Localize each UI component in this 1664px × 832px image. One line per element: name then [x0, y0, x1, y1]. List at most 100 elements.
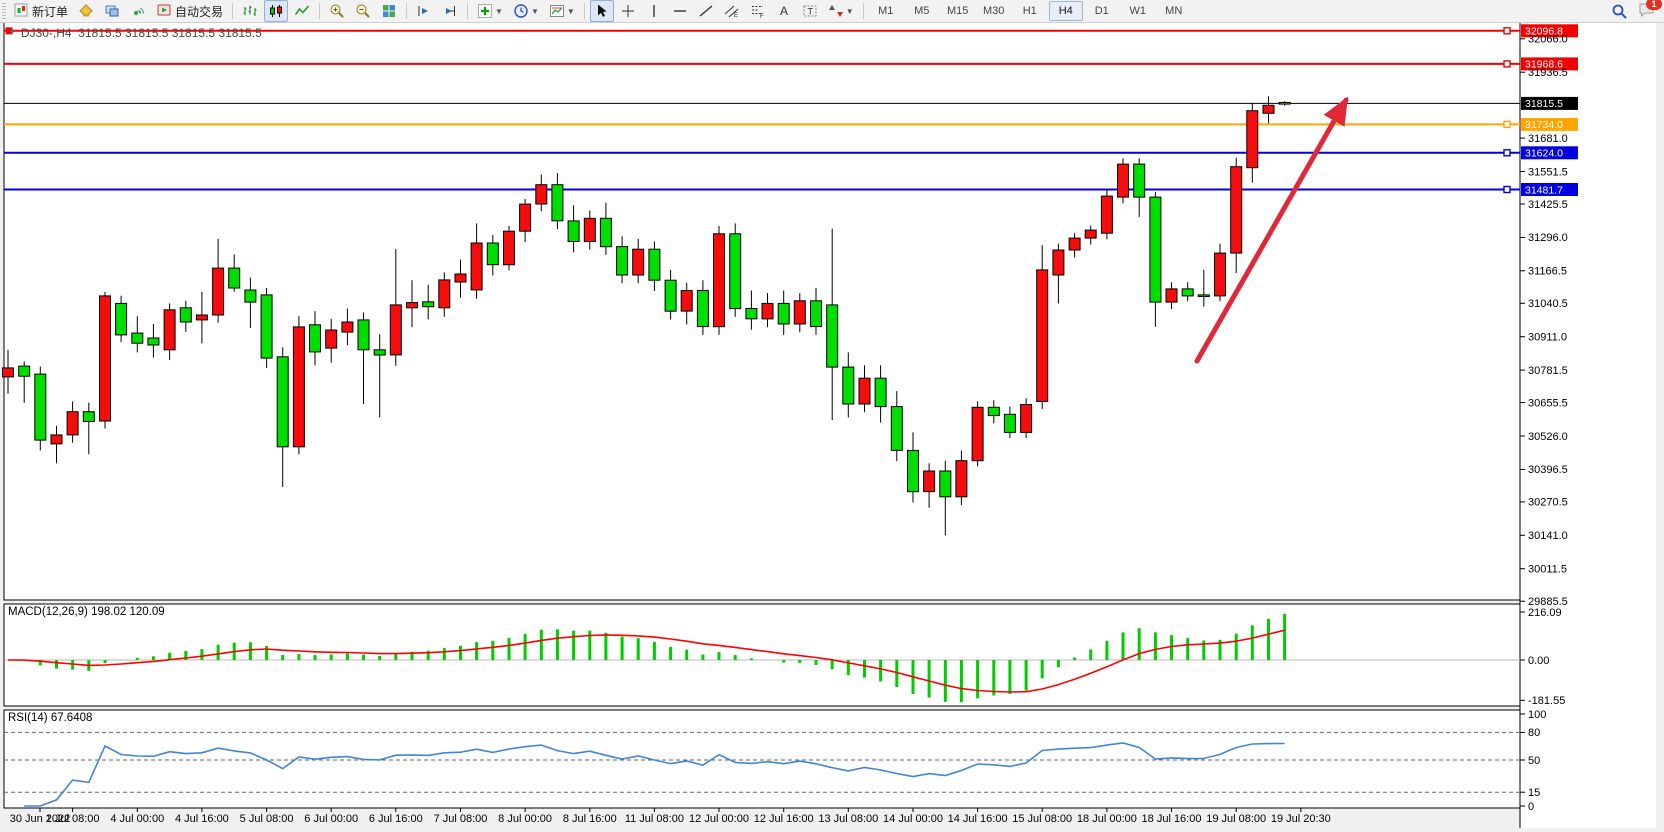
timeframe-button-m1[interactable]: M1	[878, 5, 894, 17]
timeframe-button-d1[interactable]: D1	[1094, 5, 1109, 17]
fibonacci-tool-button[interactable]: F	[746, 0, 770, 22]
toolbar-grip	[2, 3, 6, 19]
horizontal-line-tool-button[interactable]	[668, 0, 692, 22]
candle-up	[66, 411, 79, 436]
annotation-arrow[interactable]	[1194, 96, 1349, 364]
candle-down	[276, 356, 289, 448]
autotrading-button[interactable]: 自动交易	[152, 0, 227, 22]
templates-button[interactable]: ▼	[545, 0, 579, 22]
hline-handle[interactable]	[1503, 27, 1511, 35]
candle-up	[680, 290, 693, 312]
cursor-tool-button[interactable]	[589, 0, 614, 22]
vertical-line-tool-button[interactable]	[642, 0, 666, 22]
arrows-dropdown-arrow[interactable]: ▼	[845, 6, 854, 16]
timeframe-button-m15[interactable]: M15	[947, 5, 969, 17]
rsi-line	[24, 742, 1285, 807]
candle-up	[470, 242, 483, 291]
hline-handle[interactable]	[1503, 60, 1511, 68]
crosshair-tool-button[interactable]	[616, 0, 640, 22]
candle-up	[583, 217, 596, 243]
timeframe-button-w1[interactable]: W1	[1129, 5, 1146, 17]
price-badge	[1521, 57, 1578, 71]
hline-handle[interactable]	[5, 27, 13, 35]
zoom-in-button[interactable]	[325, 0, 349, 22]
price-tick-label: 30141.0	[1528, 530, 1568, 542]
arrows-tool-button[interactable]: ▼	[824, 0, 858, 22]
timeframe-button-h4[interactable]: H4	[1048, 1, 1083, 21]
price-tick-label: 31681.0	[1528, 133, 1568, 145]
chart-title: ▼ DJ30-,H4 31815.5 31815.5 31815.5 31815.…	[8, 26, 262, 40]
hline-handle[interactable]	[1503, 149, 1511, 157]
zoom-out-button[interactable]	[351, 0, 375, 22]
candle-up	[503, 230, 515, 266]
bar-chart-button[interactable]	[238, 0, 262, 22]
auto-scroll-button[interactable]	[412, 0, 436, 22]
indicators-button[interactable]: ▼	[473, 0, 507, 22]
periods-dropdown-arrow[interactable]: ▼	[530, 6, 539, 16]
timeframe-button-m5[interactable]: M5	[914, 5, 930, 17]
candle-up	[325, 329, 338, 349]
text-tool-button[interactable]: A	[772, 0, 796, 22]
tile-windows-button[interactable]	[377, 0, 401, 22]
chart-shift-button[interactable]	[438, 0, 462, 22]
price-badge-text: 31734.0	[1525, 119, 1563, 131]
metaeditor-icon	[79, 4, 93, 17]
candle-up	[389, 304, 402, 356]
timeframe-button-h1[interactable]: H1	[1022, 5, 1037, 17]
candle-down	[1181, 288, 1194, 297]
candle-down	[18, 365, 31, 377]
candle-down	[1003, 413, 1016, 433]
chart-objects-dropdown-icon[interactable]: ▼	[8, 28, 16, 37]
timeframe-button-mn[interactable]: MN	[1165, 5, 1183, 17]
indicators-dropdown-arrow[interactable]: ▼	[495, 6, 503, 16]
candle-up	[1165, 288, 1178, 303]
price-badge	[1521, 183, 1578, 196]
price-badge-text: 32096.8	[1525, 26, 1563, 38]
price-tick-label: 30655.5	[1528, 397, 1568, 409]
price-tick-label: 30270.5	[1528, 497, 1568, 509]
time-tick-label: 7 Jul 08:00	[434, 813, 488, 825]
candlestick-chart-button[interactable]	[264, 0, 289, 22]
templates-dropdown-arrow[interactable]: ▼	[566, 6, 575, 16]
candle-up	[1068, 237, 1081, 251]
channel-tool-button[interactable]: E	[720, 0, 744, 22]
candle-up	[1084, 229, 1097, 239]
candle-up	[1052, 249, 1065, 276]
time-tick-label: 12 Jul 00:00	[689, 813, 749, 825]
terminal-button[interactable]	[100, 0, 124, 22]
text-icon: A	[780, 4, 788, 18]
candle-up	[163, 309, 176, 351]
price-tick-label: 29885.5	[1528, 596, 1568, 608]
line-chart-button[interactable]	[290, 0, 314, 22]
notifications-button[interactable]: 1	[1638, 0, 1662, 21]
hline-handle[interactable]	[1503, 120, 1511, 129]
trendline-icon	[699, 5, 713, 17]
signals-button[interactable]	[126, 0, 150, 22]
timeframe-button-m30[interactable]: M30	[983, 5, 1005, 17]
search-icon[interactable]	[1611, 3, 1628, 20]
candle-up	[1036, 269, 1049, 402]
candle-down	[648, 248, 661, 281]
price-badge-text: 31624.0	[1525, 148, 1563, 160]
text-label-tool-button[interactable]: T	[798, 0, 822, 22]
hline-handle[interactable]	[1503, 185, 1511, 194]
candle-up	[971, 406, 984, 462]
templates-icon	[549, 5, 564, 17]
time-tick-label: 1 Jul 08:00	[46, 813, 100, 825]
candle-down	[115, 302, 128, 336]
rsi-panel[interactable]	[3, 709, 1521, 809]
time-tick-label: 6 Jul 00:00	[304, 813, 358, 825]
indicators-icon	[478, 4, 493, 18]
time-tick-label: 15 Jul 08:00	[1012, 813, 1072, 825]
toolbar-right-group: 1	[1611, 0, 1662, 22]
new-order-label: 新订单	[32, 4, 69, 19]
trendline-tool-button[interactable]	[694, 0, 718, 22]
new-order-button[interactable]: 新订单	[9, 0, 72, 22]
metaeditor-button[interactable]	[74, 0, 98, 22]
candle-down	[907, 449, 919, 493]
candle-up	[793, 300, 806, 325]
macd-panel[interactable]	[3, 603, 1521, 707]
time-tick-label: 8 Jul 16:00	[563, 813, 617, 825]
periods-button[interactable]: ▼	[509, 0, 543, 22]
